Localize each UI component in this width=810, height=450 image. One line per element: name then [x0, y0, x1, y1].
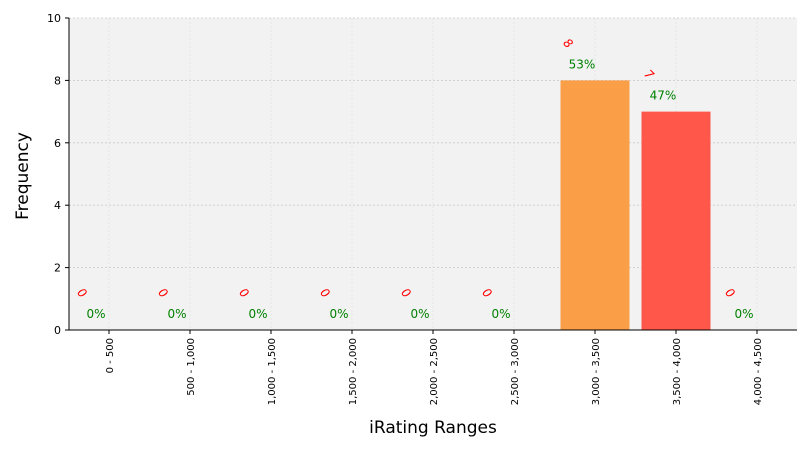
y-tick-label: 6 [54, 137, 61, 150]
bar [641, 111, 711, 330]
x-tick-label: 2,500 - 3,000 [510, 338, 521, 405]
x-tick-label: 3,500 - 4,000 [672, 338, 683, 405]
y-tick-label: 0 [54, 324, 61, 337]
y-tick-label: 2 [54, 262, 61, 275]
percent-label: 0% [491, 307, 510, 321]
percent-label: 0% [248, 307, 267, 321]
x-axis-title: iRating Ranges [369, 418, 497, 438]
percent-label: 0% [329, 307, 348, 321]
percent-label: 0% [734, 307, 753, 321]
percent-label: 0% [410, 307, 429, 321]
percent-label: 0% [86, 307, 105, 321]
x-tick-label: 4,000 - 4,500 [753, 338, 764, 405]
x-tick-label: 1,000 - 1,500 [267, 338, 278, 405]
percent-label: 0% [167, 307, 186, 321]
y-axis-title: Frequency [13, 132, 33, 220]
y-tick-label: 8 [54, 74, 61, 87]
x-tick-label: 500 - 1,000 [186, 338, 197, 396]
percent-label: 53% [569, 57, 596, 71]
y-ticks: 0 2 4 6 8 10 [47, 12, 69, 337]
percent-label: 47% [650, 89, 677, 103]
x-tick-label: 2,000 - 2,500 [429, 338, 440, 405]
x-tick-label: 1,500 - 2,000 [348, 338, 359, 405]
bars [560, 80, 711, 331]
bar [560, 80, 630, 331]
x-tick-label: 0 - 500 [105, 338, 116, 373]
x-tick-label: 3,000 - 3,500 [591, 338, 602, 405]
y-tick-label: 4 [54, 199, 61, 212]
x-ticks: 0 - 500 500 - 1,000 1,000 - 1,500 1,500 - 2… [105, 330, 764, 405]
y-tick-label: 10 [47, 12, 61, 25]
